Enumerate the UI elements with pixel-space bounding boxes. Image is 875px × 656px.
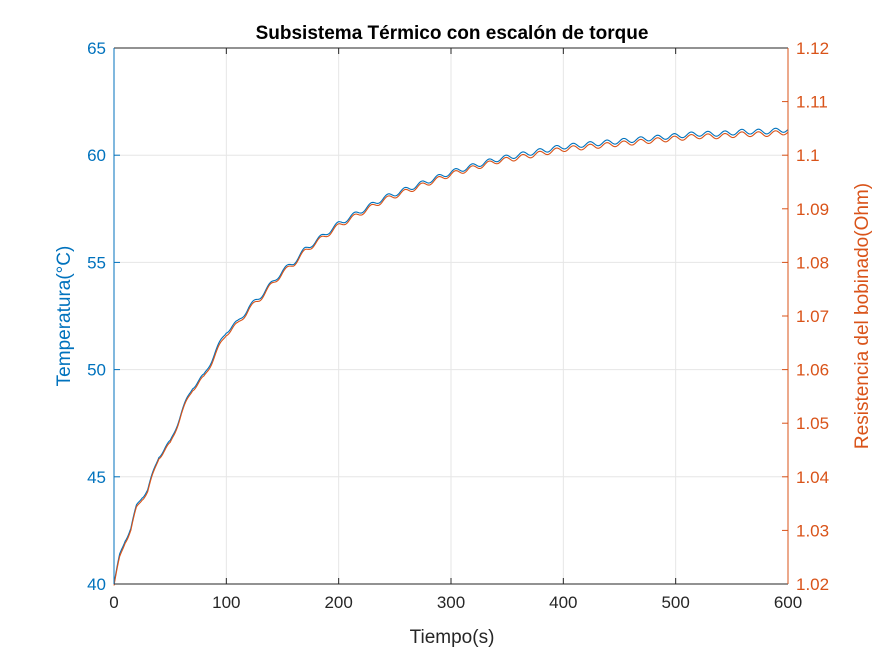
x-tick-label: 500 [661, 593, 689, 612]
y-left-tick-label: 50 [87, 361, 106, 380]
y-right-tick-label: 1.09 [796, 200, 829, 219]
y-right-tick-label: 1.07 [796, 307, 829, 326]
y-left-tick-label: 40 [87, 575, 106, 594]
y-right-tick-label: 1.06 [796, 361, 829, 380]
x-tick-label: 100 [212, 593, 240, 612]
x-tick-label: 300 [437, 593, 465, 612]
tick-labels: 0 100 200 300 400 500 600 40 45 50 55 60 65 1.02 1.03 1… [87, 39, 829, 612]
x-tick-label: 600 [774, 593, 802, 612]
y-left-tick-label: 65 [87, 39, 106, 58]
y-axis-right-label: Resistencia del bobinado(Ohm) [852, 183, 873, 449]
series-layer [113, 127, 789, 586]
y-right-tick-label: 1.04 [796, 468, 829, 487]
axes [113, 47, 789, 585]
y-right-tick-label: 1.11 [796, 93, 828, 112]
y-right-tick-label: 1.08 [796, 253, 829, 272]
grid [113, 47, 789, 585]
y-right-tick-label: 1.1 [796, 146, 820, 165]
y-axis-left-label: Temperatura(°C) [54, 246, 75, 387]
chart-title: Subsistema Térmico con escalón de torque [256, 23, 649, 44]
x-axis-label: Tiempo(s) [410, 627, 495, 648]
temperature-line [113, 127, 789, 585]
x-tick-label: 400 [549, 593, 577, 612]
y-right-tick-label: 1.03 [796, 521, 829, 540]
y-left-tick-label: 45 [87, 468, 106, 487]
x-tick-label: 0 [109, 593, 118, 612]
y-right-tick-label: 1.02 [796, 575, 829, 594]
y-left-tick-label: 60 [87, 146, 106, 165]
y-right-tick-label: 1.12 [796, 39, 829, 58]
x-tick-label: 200 [324, 593, 352, 612]
y-right-tick-label: 1.05 [796, 414, 829, 433]
resistance-line [113, 130, 789, 586]
y-left-tick-label: 55 [87, 253, 106, 272]
